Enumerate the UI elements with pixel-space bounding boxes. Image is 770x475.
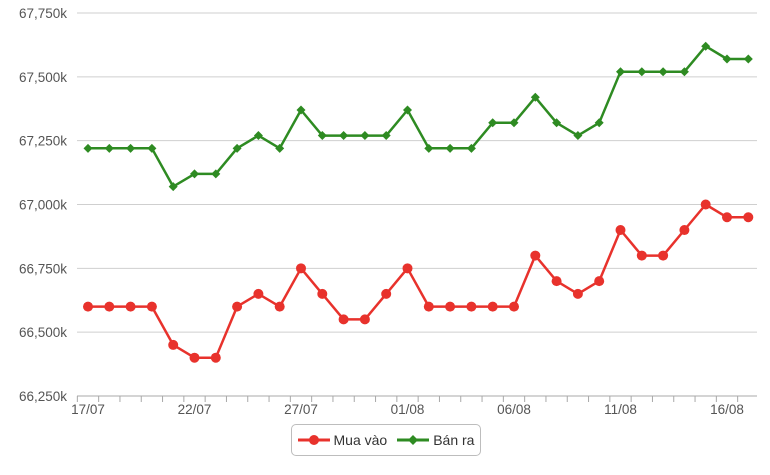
data-point [551,276,562,287]
series-group [83,41,754,363]
data-point [445,143,455,153]
data-point [679,225,690,236]
data-point [317,131,327,141]
grid-lines [77,12,757,333]
y-tick-label: 67,500k [19,70,67,85]
data-point [658,67,668,77]
data-point [126,143,136,153]
data-point [743,54,753,64]
data-point [381,131,391,141]
x-axis-tick-labels: 17/07 22/07 27/07 01/08 06/08 11/08 16/08 [71,402,744,417]
y-tick-label: 66,250k [19,389,67,404]
data-point [594,276,605,287]
y-tick-label: 66,500k [19,325,67,340]
data-point [232,301,243,312]
data-point [423,301,434,312]
data-point [466,301,477,312]
data-point [210,352,221,363]
y-tick-label: 67,750k [19,6,67,21]
series-line [88,203,749,359]
data-point [594,118,604,128]
data-point [488,118,498,128]
data-point [168,339,179,350]
data-point [146,301,157,312]
data-point [339,131,349,141]
legend-item-mua-vao[interactable]: Mua vào [297,432,388,448]
axes [76,395,757,402]
y-tick-label: 66,750k [19,261,67,276]
data-point [125,301,136,312]
data-point [616,67,625,77]
data-point [573,131,583,141]
legend-item-ban-ra[interactable]: Bán ra [397,432,474,448]
data-point [253,131,263,141]
data-point [530,92,540,102]
data-point [509,118,519,128]
data-point [403,105,412,115]
data-point [552,118,562,128]
y-tick-label: 67,000k [19,198,67,213]
data-point [275,143,285,153]
data-point [700,199,711,210]
y-axis-tick-labels: 66,250k 66,500k 66,750k 67,000k 67,250k 67,50… [19,6,67,404]
x-tick-label: 16/08 [710,402,744,417]
data-point [296,263,306,274]
x-tick-label: 27/07 [284,402,318,417]
x-tick-label: 17/07 [71,402,105,417]
data-point [487,301,498,312]
data-point [615,225,626,236]
data-point [104,143,114,153]
data-point [722,212,732,223]
data-point [317,288,328,299]
x-tick-label: 11/08 [604,402,637,417]
data-point [424,143,434,153]
data-point [104,301,115,312]
data-point [296,105,306,115]
data-point [359,314,370,325]
data-point [253,288,264,299]
data-point [147,143,157,153]
x-tick-label: 22/07 [178,402,212,417]
legend-label-mua-vao: Mua vào [333,432,388,448]
data-point [679,67,689,77]
data-point [658,250,669,261]
data-point [722,54,732,64]
data-point [381,288,392,299]
legend-label-ban-ra: Bán ra [433,432,475,448]
series-ban-ra [83,41,753,192]
data-point [83,143,93,153]
data-point [83,301,93,312]
data-point [466,143,476,153]
legend-green-diamond-marker-icon [397,434,430,446]
data-point [636,250,647,261]
data-point [360,131,370,141]
legend: Mua vào Bán ra [291,424,481,456]
data-point [168,182,178,192]
data-point [189,352,200,363]
data-point [509,301,519,312]
data-point [701,41,711,51]
legend-red-circle-marker-icon [297,434,330,446]
data-point [211,169,221,179]
data-point [190,169,199,179]
data-point [445,301,456,312]
y-tick-label: 67,250k [19,134,67,149]
data-point [232,143,242,153]
data-point [530,250,541,261]
data-point [274,301,285,312]
data-point [637,67,647,77]
series-line [88,44,749,188]
x-tick-label: 06/08 [497,402,531,417]
data-point [743,212,754,223]
x-tick-label: 01/08 [391,402,425,417]
data-point [402,263,413,274]
data-point [338,314,349,325]
series-mua-vao [83,199,754,363]
data-point [572,288,583,299]
